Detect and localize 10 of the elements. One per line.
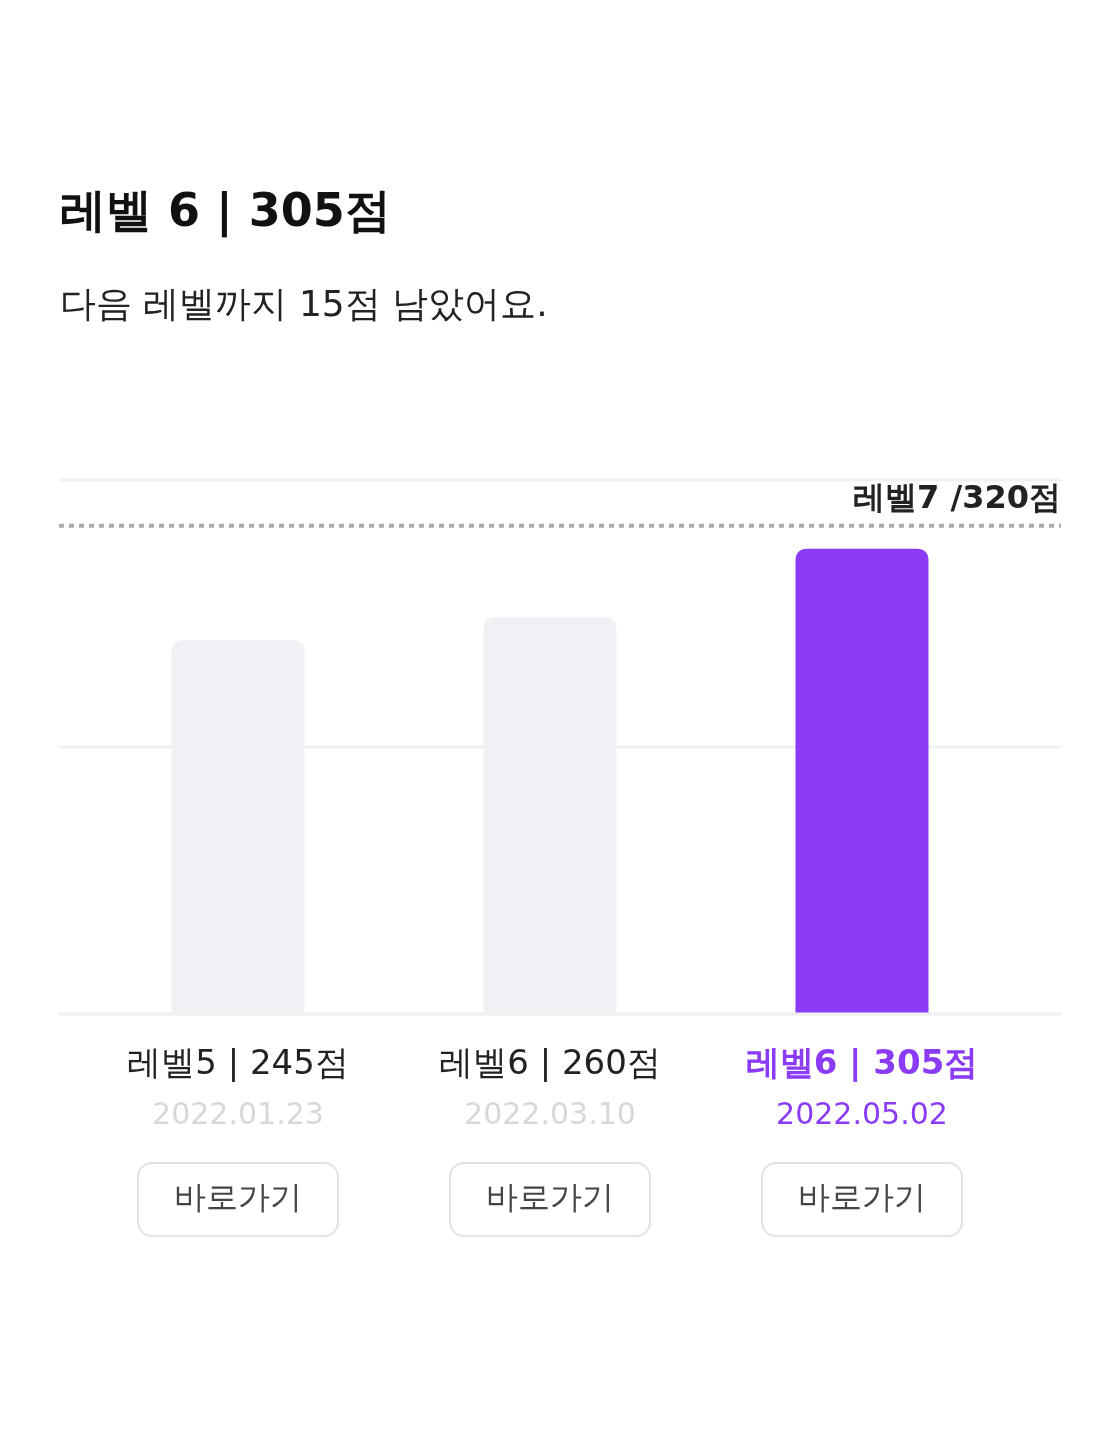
chart-subtitle: 다음 레벨까지 15점 남았어요. [60, 283, 548, 324]
data-label: 레벨6 | 305점 [745, 1042, 979, 1082]
data-label: 레벨6 | 260점 [439, 1042, 661, 1082]
button: 바로가기 [761, 1162, 963, 1237]
button: 바로가기 [449, 1162, 651, 1237]
ref-line-label: 레벨7 /320점 [853, 477, 1061, 516]
button: 바로가기 [137, 1162, 339, 1237]
chart-title: 레벨 6 | 305점 [60, 183, 391, 238]
x-tick-label: 2022.05.02 [776, 1096, 948, 1131]
data-label: 레벨5 | 245점 [127, 1042, 349, 1082]
